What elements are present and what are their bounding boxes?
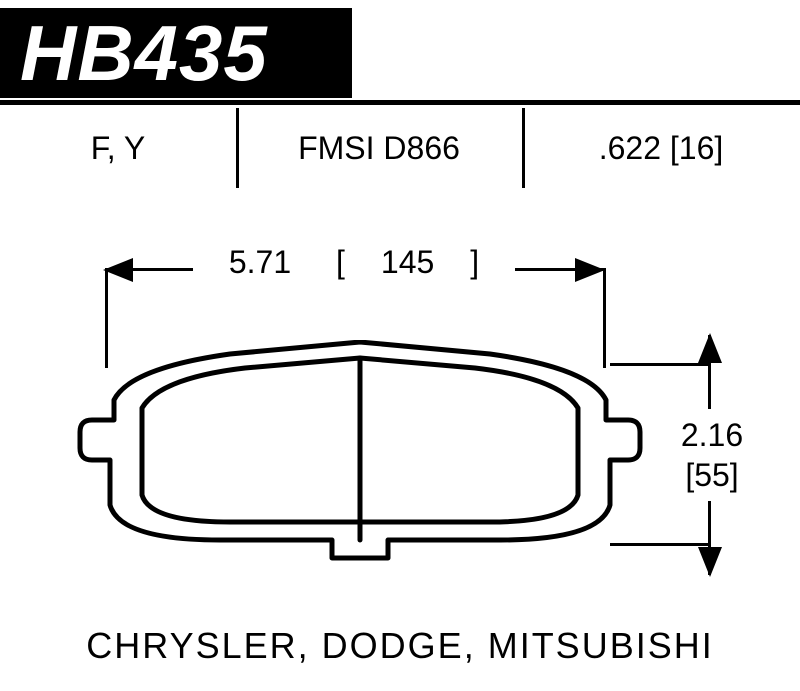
height-open-bracket: [: [685, 457, 694, 493]
thickness-open-bracket: [: [670, 130, 679, 166]
brake-pad-drawing: [70, 340, 650, 570]
height-dim-label: 2.16 [55]: [653, 409, 771, 501]
compounds-text: F, Y: [91, 130, 146, 166]
width-open-bracket: [: [318, 244, 363, 280]
height-dimension: 2.16 [55]: [653, 335, 763, 575]
header-rule: [0, 100, 800, 105]
arrow-down-icon: [698, 547, 722, 577]
vehicle-makes-text: CHRYSLER, DODGE, MITSUBISHI: [86, 625, 713, 666]
fmsi-cell: FMSI D866: [236, 108, 522, 188]
info-divider-1: [236, 108, 239, 188]
thickness-mm: 16: [679, 130, 715, 166]
width-close-bracket: ]: [452, 244, 497, 280]
arrow-up-icon: [698, 333, 722, 363]
width-dim-label: 5.71 [145]: [105, 244, 603, 281]
vehicle-makes: CHRYSLER, DODGE, MITSUBISHI: [0, 625, 800, 667]
info-row: F, Y FMSI D866 .622 [16]: [0, 108, 800, 188]
fmsi-text: FMSI D866: [298, 130, 460, 166]
height-in: 2.16: [653, 415, 771, 455]
thickness-in: .622: [599, 130, 661, 166]
height-mm: 55: [694, 457, 730, 493]
width-mm: 145: [363, 244, 452, 280]
height-close-bracket: ]: [730, 457, 739, 493]
width-dimension: 5.71 [145]: [105, 238, 603, 298]
part-number-bar: HB435: [0, 8, 352, 98]
diagram-page: HB435 F, Y FMSI D866 .622 [16] 5.71 [145…: [0, 0, 800, 691]
thickness-cell: .622 [16]: [522, 108, 800, 188]
compounds-cell: F, Y: [0, 108, 236, 188]
width-in: 5.71: [211, 244, 309, 280]
thickness-close-bracket: ]: [714, 130, 723, 166]
part-number: HB435: [20, 9, 268, 97]
info-divider-2: [522, 108, 525, 188]
